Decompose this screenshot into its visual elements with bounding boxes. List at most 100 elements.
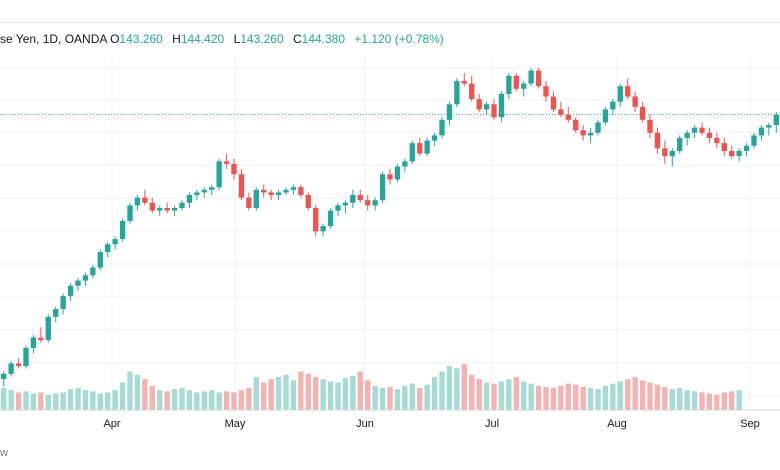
symbol-fragment: se Yen, 1D, OANDA <box>0 32 107 46</box>
volume-bar <box>706 393 713 410</box>
candle-body <box>617 86 623 102</box>
candle-body <box>610 101 616 110</box>
volume-bar <box>506 379 512 410</box>
volume-bar <box>647 382 653 410</box>
volume-bar <box>543 386 549 410</box>
candle-body <box>60 296 66 310</box>
candle-body <box>654 132 661 149</box>
candle-body <box>639 106 646 120</box>
x-tick-label: Aug <box>607 418 627 430</box>
candle-body <box>209 187 215 190</box>
candle-body <box>506 75 512 94</box>
candle-body <box>402 161 408 167</box>
x-tick-label: Apr <box>103 418 120 430</box>
volume-bar <box>179 388 185 410</box>
volume-bar <box>246 388 252 410</box>
volume-bar <box>75 388 81 410</box>
volume-bar <box>558 385 564 410</box>
volume-bar <box>580 386 586 410</box>
candle-body <box>595 122 601 133</box>
candle-body <box>1 373 7 380</box>
candle-body <box>342 202 349 206</box>
candle-body <box>461 80 467 84</box>
volume-bar <box>238 390 245 410</box>
candle-body <box>647 119 653 133</box>
volume-bar <box>379 388 386 410</box>
volume-bar <box>439 371 445 410</box>
candle-body <box>454 80 460 105</box>
volume-bar <box>149 385 155 410</box>
candle-body <box>543 86 549 97</box>
volume-bar <box>290 380 297 410</box>
volume-bar <box>424 384 430 410</box>
volume-bar <box>30 393 37 410</box>
volume-bar <box>119 382 126 410</box>
candle-body <box>736 150 742 157</box>
candle-body <box>283 189 289 193</box>
volume-bar <box>639 380 646 410</box>
candle-body <box>677 137 683 151</box>
volume-bar <box>313 377 319 410</box>
volume-bar <box>677 388 683 410</box>
candle-body <box>587 132 594 136</box>
candle-body <box>706 132 713 138</box>
candle-body <box>409 143 415 162</box>
volume-bar <box>157 390 163 410</box>
candle-body <box>558 109 564 115</box>
candle-body <box>157 207 163 211</box>
x-tick-label: May <box>225 418 246 430</box>
candle-body <box>394 166 401 180</box>
volume-bar <box>528 383 534 410</box>
candle-body <box>446 104 453 120</box>
volume-bar <box>23 391 29 410</box>
volume-bar <box>335 382 341 410</box>
candle-body <box>565 114 571 120</box>
candle-body <box>365 200 371 206</box>
candle-body <box>721 143 727 151</box>
candle-body <box>253 189 259 208</box>
volume-bar <box>275 377 282 410</box>
volume-bar <box>45 394 51 410</box>
candle-body <box>112 239 118 245</box>
volume-bar <box>298 371 304 410</box>
volume-bar <box>595 389 601 410</box>
volume-bar <box>327 381 334 410</box>
volume-bar <box>721 392 727 410</box>
candle-body <box>23 347 29 367</box>
volume-bar <box>714 394 720 410</box>
candle-body <box>387 174 393 180</box>
candle-body <box>216 161 222 188</box>
volume-bar <box>127 371 133 410</box>
volume-bar <box>729 391 735 410</box>
candle-body <box>431 135 438 141</box>
ohlc-legend: se Yen, 1D, OANDA O143.260 H144.420 L143… <box>0 32 444 46</box>
volume-bar <box>60 392 66 410</box>
candle-body <box>766 125 772 128</box>
candle-body <box>67 285 74 297</box>
volume-bar <box>253 377 259 410</box>
candle-body <box>298 187 304 196</box>
open-label: O <box>110 32 120 46</box>
volume-bar <box>476 379 482 410</box>
candle-body <box>97 252 103 268</box>
volume-bar <box>186 390 193 410</box>
candle-body <box>142 197 148 203</box>
footer-fragment: w <box>0 447 8 459</box>
candle-body <box>535 70 542 87</box>
volume-bar <box>387 386 393 410</box>
candle-body <box>424 140 430 154</box>
volume-bar <box>617 381 623 410</box>
candle-body <box>186 195 193 203</box>
low-label: L <box>233 32 241 46</box>
candle-body <box>498 93 505 118</box>
candle-body <box>483 104 490 110</box>
candle-body <box>573 119 579 131</box>
volume-bar <box>38 392 44 410</box>
volume-bar <box>201 391 207 410</box>
candle-body <box>171 207 178 211</box>
volume-bar <box>342 378 349 410</box>
volume-bar <box>53 393 59 410</box>
candle-body <box>194 192 200 196</box>
candle-body <box>469 83 475 100</box>
